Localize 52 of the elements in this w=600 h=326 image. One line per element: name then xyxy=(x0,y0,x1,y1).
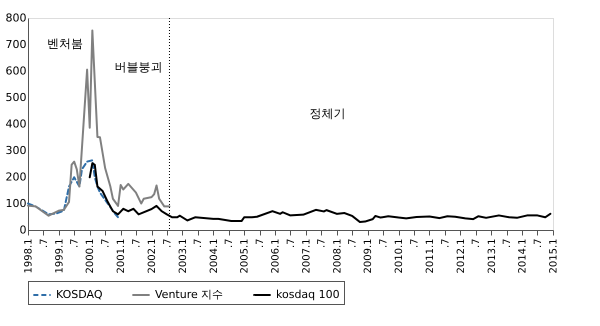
y-tick-label: 0 xyxy=(20,224,26,236)
x-tick-label: .7 xyxy=(378,238,390,248)
y-tick-label: 200 xyxy=(6,170,26,184)
x-tick-label: 2002.1 xyxy=(147,238,158,274)
x-tick-label: 2003.1 xyxy=(178,238,189,274)
x-tick-label: 2014.1 xyxy=(518,238,529,274)
line-series xyxy=(27,29,170,217)
x-tick-label: 2004.1 xyxy=(208,238,220,274)
y-tick-label: 500 xyxy=(6,91,26,104)
x-tick-label: 2010.1 xyxy=(394,238,406,274)
x-tick-label: .7 xyxy=(70,238,81,248)
y-tick-label: 700 xyxy=(6,38,26,51)
x-tick-label: 2006.1 xyxy=(270,238,282,274)
x-tick-label: .7 xyxy=(348,238,359,248)
y-tick-label: 400 xyxy=(6,118,26,130)
y-tick-label: 100 xyxy=(6,197,26,210)
x-tick-label: 2009.1 xyxy=(363,238,374,274)
x-tick-label: .7 xyxy=(471,238,482,248)
x-tick-label: .7 xyxy=(193,238,204,248)
legend-label: KOSDAQ xyxy=(56,288,103,301)
x-tick-label: 2011.1 xyxy=(424,238,436,274)
x-tick-label: .7 xyxy=(316,238,328,248)
x-tick-label: 2012.1 xyxy=(456,238,467,274)
annotation: 정체기 xyxy=(309,106,346,120)
line-series xyxy=(27,159,120,218)
x-tick-label: .7 xyxy=(224,238,236,248)
x-tick-label: .7 xyxy=(440,238,452,248)
x-tick-label: .7 xyxy=(286,238,297,248)
x-tick-label: 2008.1 xyxy=(332,238,344,274)
x-tick-label: .7 xyxy=(409,238,420,248)
x-tick-label: .7 xyxy=(162,238,174,248)
annotation: 벤처붐 xyxy=(46,36,83,50)
x-tick-label: .7 xyxy=(255,238,266,248)
x-tick-label: 2007.1 xyxy=(301,238,312,274)
y-tick-label: 600 xyxy=(6,64,26,78)
x-tick-label: .7 xyxy=(38,238,50,248)
x-tick-label: .7 xyxy=(502,238,514,248)
legend-label: kosdaq 100 xyxy=(276,288,340,301)
y-tick-label: 800 xyxy=(6,12,26,24)
annotation: 버블붕괴 xyxy=(114,60,162,74)
x-tick-label: .7 xyxy=(532,238,544,248)
x-tick-label: 2000.1 xyxy=(85,238,96,274)
y-tick-label: 300 xyxy=(6,144,26,157)
x-tick-label: 2013.1 xyxy=(486,238,498,274)
x-tick-label: .7 xyxy=(100,238,112,248)
x-tick-label: 1999.1 xyxy=(54,238,66,274)
x-tick-label: 2005.1 xyxy=(240,238,251,274)
legend-label: Venture 지수 xyxy=(155,288,224,301)
x-tick-label: 2015.1 xyxy=(548,238,560,274)
x-tick-label: .7 xyxy=(131,238,142,248)
x-tick-label: 1998.1 xyxy=(24,238,34,274)
x-tick-label: 2001.1 xyxy=(116,238,128,274)
